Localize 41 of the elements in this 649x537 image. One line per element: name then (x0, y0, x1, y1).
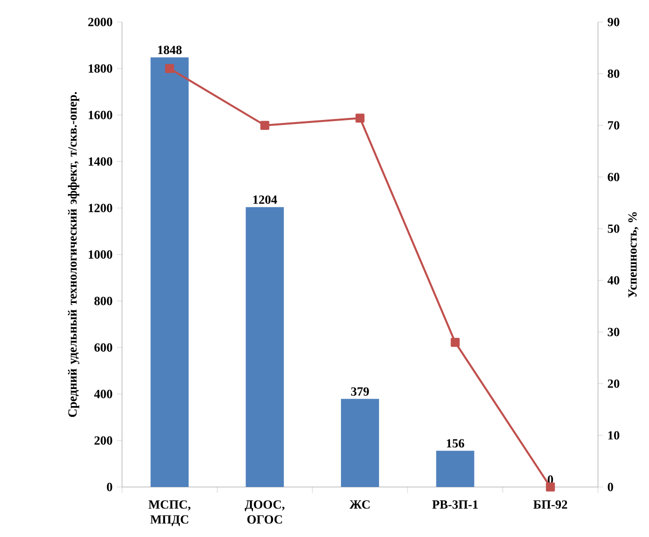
y-tick-label: 2000 (88, 18, 112, 26)
data-label: 156 (446, 439, 464, 448)
x-tick-label: ЖС (350, 500, 370, 509)
y2-tick-label: 20 (608, 379, 620, 388)
y2-tick-label: 10 (608, 431, 620, 440)
y2-tick-label: 40 (608, 276, 620, 285)
y-tick-label: 600 (94, 343, 112, 352)
y-tick-label: 1200 (88, 204, 112, 212)
y2-axis-title: Успешность, % (628, 212, 638, 298)
x-tick-label: БП-92 (533, 500, 568, 509)
y2-tick-label: 80 (608, 69, 620, 78)
y-tick-label: 0 (106, 482, 112, 492)
point (260, 120, 270, 130)
y2-tick-label: 60 (608, 172, 620, 182)
bar (340, 398, 380, 487)
y2-tick-label: 90 (608, 18, 620, 26)
bar (436, 450, 474, 487)
y-tick-label: 800 (94, 296, 112, 306)
y-tick-label: 200 (94, 436, 112, 445)
data-label: 379 (351, 387, 369, 396)
data-label: 1204 (253, 195, 278, 204)
y2-tick-label: 70 (608, 121, 620, 130)
x-tick-label: МСПС, МПДС (148, 500, 190, 526)
point (356, 114, 364, 123)
point (450, 338, 460, 347)
y2-tick-label: 30 (608, 328, 620, 336)
y2-tick-label: 0 (608, 482, 614, 492)
y-axis-title: Средний удельный технологический эффект, т/скв.-опер. (68, 92, 80, 417)
x-tick-label: ДООС, ОГОС (244, 500, 284, 524)
data-label: 1848 (158, 46, 182, 54)
y-tick-label: 1600 (88, 110, 112, 120)
bar (150, 57, 189, 487)
x-tick-label: РВ-3П-1 (432, 500, 478, 509)
y-tick-label: 1800 (88, 64, 112, 73)
y2-tick-label: 50 (608, 224, 620, 233)
y-tick-label: 1000 (88, 250, 112, 259)
point (165, 64, 174, 73)
bar (246, 207, 284, 487)
y-tick-label: 400 (94, 390, 112, 398)
y-tick-label: 1400 (88, 157, 112, 166)
point (546, 482, 555, 492)
